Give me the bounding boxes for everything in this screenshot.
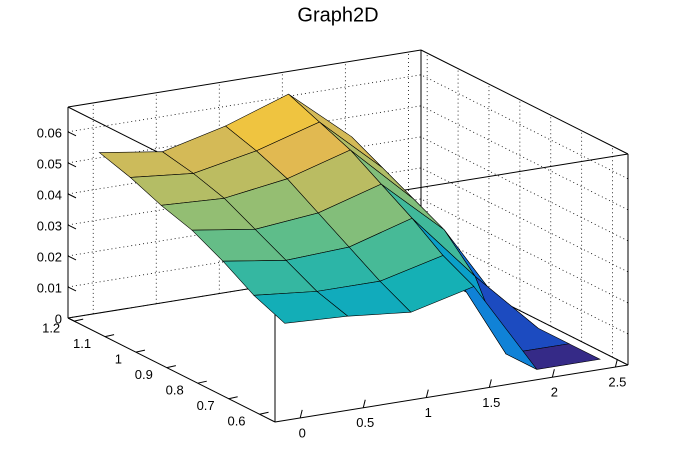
y-tick: [228, 396, 238, 400]
x-tick: [362, 399, 366, 408]
z-tick: [67, 255, 77, 261]
grid-line: [67, 229, 629, 335]
z-tick: [67, 131, 77, 137]
box-edge: [420, 49, 629, 155]
box-edge: [274, 364, 629, 423]
z-tick-label: 0.05: [37, 156, 62, 171]
z-tick: [67, 224, 77, 230]
z-tick: [67, 193, 77, 199]
x-tick-label: 2.5: [608, 374, 626, 389]
x-tick: [425, 389, 429, 398]
z-tick-label: 0.06: [37, 125, 62, 140]
y-tick-label: 1.1: [73, 336, 91, 351]
z-tick: [67, 162, 77, 168]
x-tick-label: 0.5: [356, 415, 374, 430]
grid-line: [67, 260, 629, 366]
y-tick: [104, 334, 115, 338]
y-tick-label: 0.9: [135, 367, 153, 382]
y-tick: [197, 380, 207, 384]
y-tick: [135, 349, 146, 353]
grid-line: [67, 136, 629, 242]
z-tick-label: 0.02: [37, 249, 62, 264]
x-tick-label: 1.5: [482, 395, 500, 410]
y-tick-label: 0.8: [166, 383, 184, 398]
x-tick: [614, 358, 618, 368]
z-tick-label: 0.01: [37, 280, 62, 295]
z-tick: [67, 286, 77, 292]
y-tick-label: 0.6: [227, 414, 245, 429]
box-edge: [67, 49, 422, 108]
y-tick: [259, 411, 269, 415]
grid-line: [67, 167, 629, 273]
y-tick: [74, 318, 84, 322]
x-tick: [488, 379, 492, 388]
chart-title: Graph2D: [297, 4, 378, 26]
x-tick-label: 2: [551, 385, 558, 400]
x-tick: [551, 369, 555, 378]
x-tick: [299, 409, 303, 419]
y-tick-label: 1.2: [42, 321, 60, 336]
surface-cell: [253, 291, 349, 324]
z-tick-label: 0: [55, 311, 62, 326]
y-tick-label: 0.7: [197, 398, 215, 413]
z-tick-label: 0.04: [37, 187, 62, 202]
box-edge: [67, 317, 276, 423]
z-tick-label: 0.03: [37, 218, 62, 233]
y-tick-label: 1: [115, 352, 122, 367]
grid-line: [67, 198, 629, 304]
y-tick: [166, 365, 176, 369]
grid-line: [67, 105, 629, 211]
grid-line: [67, 74, 629, 180]
x-tick-label: 1: [425, 405, 432, 420]
x-tick-label: 0: [299, 425, 306, 440]
